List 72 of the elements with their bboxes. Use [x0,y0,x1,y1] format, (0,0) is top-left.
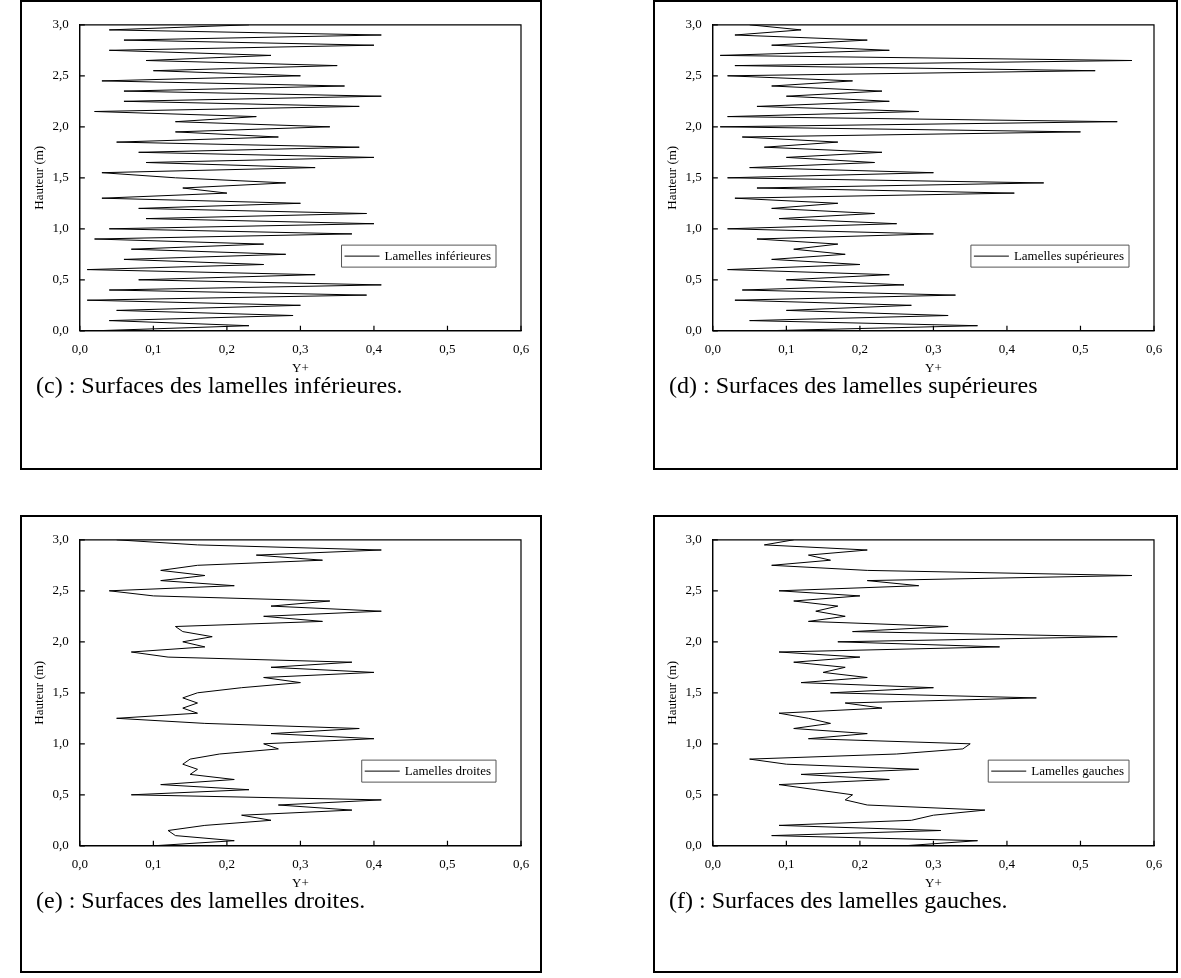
x-tick-label: 0,1 [145,856,162,872]
x-tick-label: 0,0 [704,341,721,357]
x-axis-title: Y+ [925,359,942,375]
x-tick-label: 0,3 [925,341,942,357]
y-tick-label: 0,5 [685,271,702,287]
y-tick-label: 0,0 [685,837,702,853]
y-tick-label: 1,0 [52,220,69,236]
legend-label: Lamelles gauches [1031,762,1124,778]
legend-label: Lamelles inférieures [384,247,492,263]
x-tick-label: 0,3 [292,341,309,357]
y-axis-title: Hauteur (m) [31,660,47,725]
y-tick-label: 2,5 [52,582,69,598]
y-tick-label: 3,0 [52,16,69,32]
y-tick-label: 0,5 [52,786,69,802]
y-tick-label: 0,0 [685,322,702,338]
x-tick-label: 0,1 [145,341,162,357]
x-tick-label: 0,3 [292,856,309,872]
x-tick-label: 0,6 [512,856,530,872]
text: (f) : Surfaces des lamelles gauches. [669,887,1008,914]
x-tick-label: 0,1 [778,856,795,872]
x-tick-label: 0,5 [1072,341,1089,357]
text: (d) : Surfaces des lamelles supérieures [669,372,1038,399]
y-tick-label: 0,0 [52,837,69,853]
y-tick-label: 0,0 [52,322,69,338]
x-tick-label: 0,2 [851,341,869,357]
x-tick-label: 0,2 [218,341,236,357]
x-tick-label: 0,0 [71,856,88,872]
x-tick-label: 0,6 [1145,341,1163,357]
y-tick-label: 1,5 [685,169,702,185]
y-tick-label: 2,5 [52,67,69,83]
y-tick-label: 1,5 [52,684,69,700]
x-axis-title: Y+ [292,359,309,375]
legend-label: Lamelles droites [404,762,491,778]
text: (e) : Surfaces des lamelles droites. [36,887,366,914]
x-tick-label: 0,4 [365,856,383,872]
x-axis-title: Y+ [925,874,942,890]
x-tick-label: 0,2 [851,856,869,872]
y-tick-label: 1,0 [685,220,702,236]
x-tick-label: 0,1 [778,341,795,357]
y-tick-label: 2,0 [52,118,69,134]
x-tick-label: 0,3 [925,856,942,872]
x-tick-label: 0,0 [71,341,88,357]
y-tick-label: 1,5 [52,169,69,185]
legend-label: Lamelles supérieures [1013,247,1124,263]
x-tick-label: 0,5 [439,341,456,357]
y-tick-label: 1,0 [685,735,702,751]
y-axis-title: Hauteur (m) [664,145,680,210]
x-tick-label: 0,6 [512,341,530,357]
x-tick-label: 0,4 [998,341,1016,357]
x-tick-label: 0,5 [439,856,456,872]
x-tick-label: 0,6 [1145,856,1163,872]
y-tick-label: 3,0 [685,531,702,547]
x-tick-label: 0,5 [1072,856,1089,872]
y-axis-title: Hauteur (m) [664,660,680,725]
x-tick-label: 0,2 [218,856,236,872]
x-axis-title: Y+ [292,874,309,890]
x-tick-label: 0,4 [998,856,1016,872]
y-tick-label: 2,0 [52,633,69,649]
y-tick-label: 2,0 [685,118,702,134]
x-tick-label: 0,4 [365,341,383,357]
y-tick-label: 2,5 [685,582,702,598]
y-axis-title: Hauteur (m) [31,145,47,210]
text: (c) : Surfaces des lamelles inférieures. [36,372,403,399]
y-tick-label: 0,5 [685,786,702,802]
y-tick-label: 1,5 [685,684,702,700]
y-tick-label: 0,5 [52,271,69,287]
y-tick-label: 2,5 [685,67,702,83]
x-tick-label: 0,0 [704,856,721,872]
y-tick-label: 3,0 [52,531,69,547]
y-tick-label: 3,0 [685,16,702,32]
y-tick-label: 1,0 [52,735,69,751]
y-tick-label: 2,0 [685,633,702,649]
